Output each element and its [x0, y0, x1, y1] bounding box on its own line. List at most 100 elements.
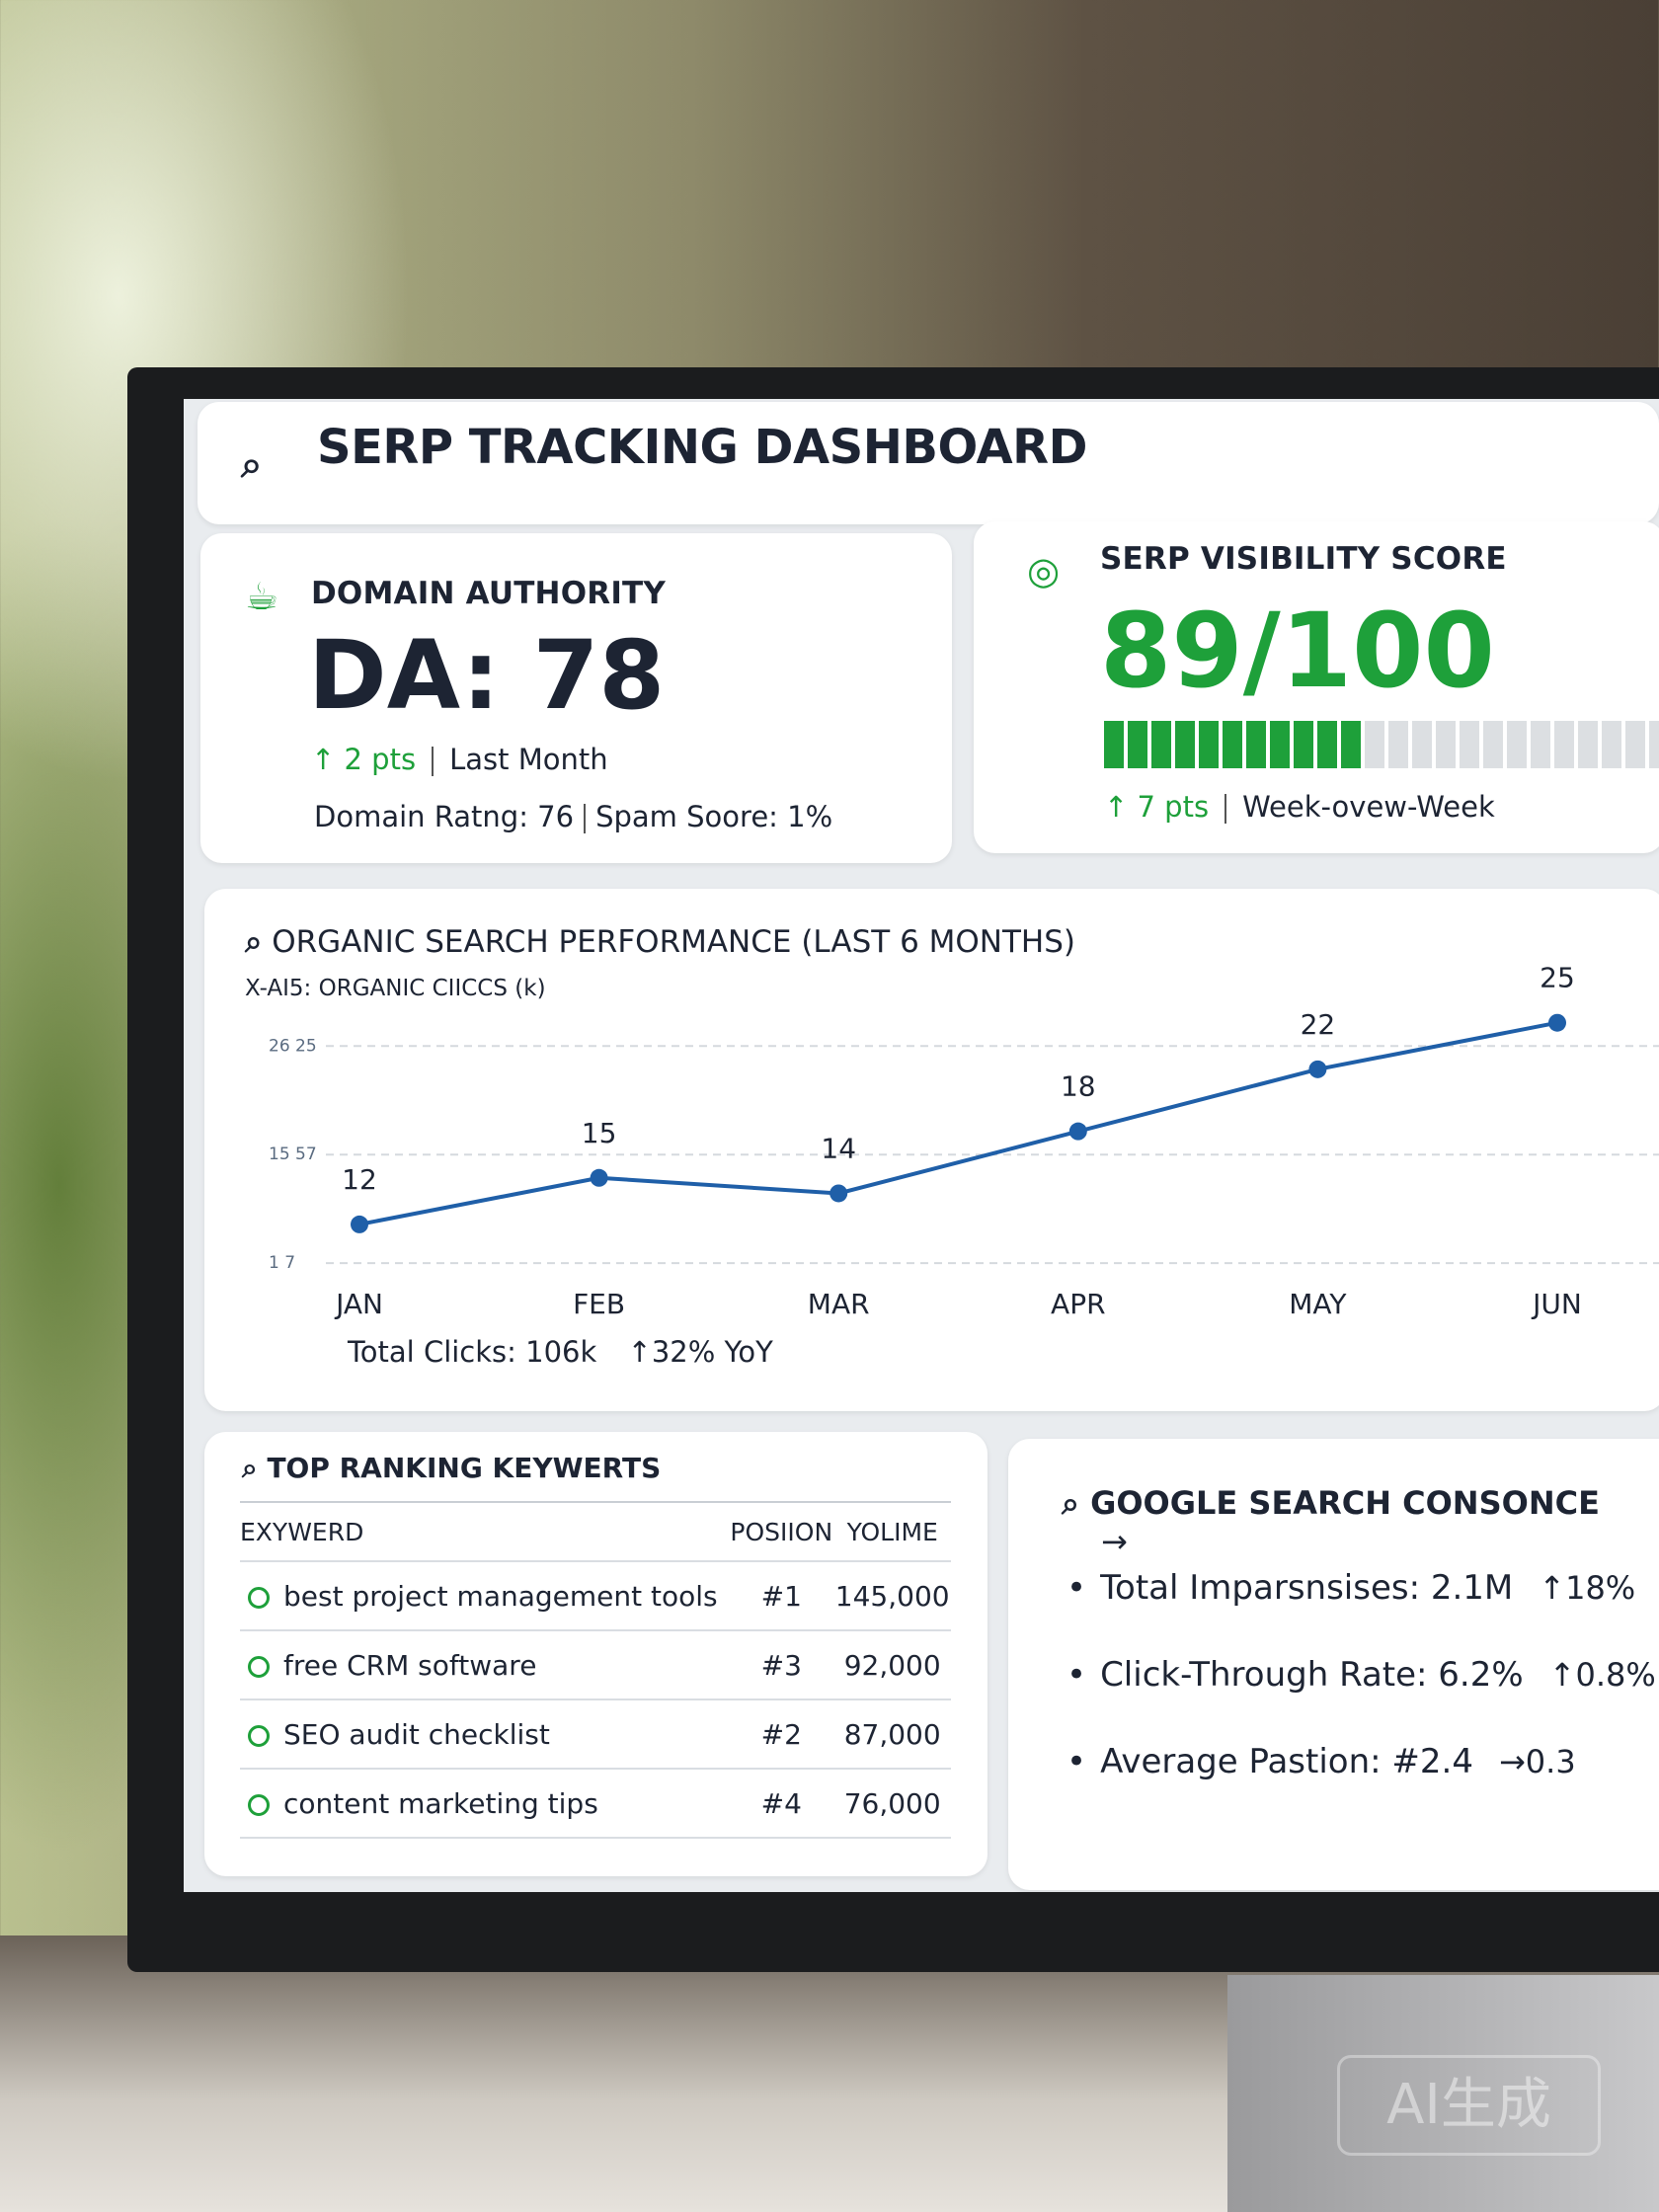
x-tick-label: FEB	[573, 1288, 625, 1320]
header-row: EXYWERD POSIION YOLIME	[240, 1502, 951, 1562]
keywords-table: EXYWERD POSIION YOLIME best project managem…	[240, 1501, 951, 1839]
row-icon	[248, 1724, 270, 1747]
bullet: •	[1066, 1655, 1087, 1695]
keywords-icon: ⌕	[242, 1452, 258, 1484]
x-tick-label: JAN	[334, 1288, 383, 1320]
cell-text: #4	[760, 1786, 802, 1820]
total-clicks: Total Clicks: 106k	[348, 1335, 597, 1369]
data-label: 14	[821, 1132, 856, 1164]
bar-segment	[1365, 721, 1384, 768]
da-rating: Domain Ratng: 76	[314, 800, 575, 833]
y-tick-label: 15 57	[269, 1145, 317, 1164]
console-title: GOOGLE SEARCH CONSONCE	[1090, 1484, 1600, 1522]
cell: content marketing tips	[240, 1769, 730, 1839]
bar-segment	[1507, 721, 1527, 768]
axis-label: X-AI5: ORGANIC CIICCS (k)	[245, 976, 546, 1001]
cell-text: 145,000	[834, 1579, 950, 1613]
bullet: •	[1066, 1568, 1087, 1608]
keyword-row: best project management tools #1 145,000	[240, 1561, 951, 1631]
search-icon: ⌕	[241, 442, 263, 486]
visibility-card	[974, 521, 1659, 853]
da-score: DA: 78	[308, 620, 666, 731]
bar-segment	[1531, 721, 1550, 768]
bullet: •	[1066, 1742, 1087, 1781]
da-change-row: ↑ 2 pts Last Month	[311, 743, 608, 776]
y-tick-label: 1 7	[269, 1253, 295, 1273]
cell: #4	[729, 1769, 834, 1839]
bar-segment	[1246, 721, 1266, 768]
column-header: POSIION	[729, 1502, 834, 1562]
cell: 145,000	[833, 1561, 951, 1631]
metric-change: ↑18%	[1539, 1569, 1636, 1607]
monitor-stand	[1227, 1975, 1659, 2212]
bar-segment	[1460, 721, 1479, 768]
x-tick-label: JUN	[1531, 1288, 1582, 1320]
data-label: 25	[1540, 962, 1575, 994]
column-header: EXYWERD	[240, 1502, 730, 1562]
visibility-bar	[1104, 721, 1659, 770]
bar-segment	[1578, 721, 1598, 768]
separator	[584, 804, 587, 833]
watermark: AI生成	[1337, 2055, 1601, 2156]
metric-label: Click-Through Rate: 6.2%	[1100, 1655, 1524, 1695]
cell: best project management tools	[240, 1561, 730, 1631]
domain-authority-card	[200, 533, 952, 863]
data-label: 12	[342, 1163, 377, 1196]
cell-text: free CRM software	[283, 1648, 537, 1682]
da-details-row: Domain Ratng: 76 Spam Soore: 1%	[314, 800, 832, 833]
bar-segment	[1128, 721, 1147, 768]
visibility-change-row: ↑ 7 pts Week-ovew-Week	[1104, 790, 1495, 824]
da-spam: Spam Soore: 1%	[595, 800, 833, 833]
chart-icon: ⌕	[245, 924, 263, 960]
metric-change: ↑0.8%	[1548, 1656, 1656, 1694]
metric-item: • Average Pastion: #2.4 →0.3	[1066, 1742, 1656, 1829]
data-label: 18	[1061, 1070, 1096, 1103]
keyword-row: free CRM software #3 92,000	[240, 1630, 951, 1700]
data-label: 22	[1301, 1008, 1336, 1041]
bar-segment	[1175, 721, 1195, 768]
console-list: • Total Imparsnsises: 2.1M ↑18% • Click-Thro…	[1066, 1568, 1656, 1829]
cell: free CRM software	[240, 1630, 730, 1700]
y-tick-label: 26 25	[269, 1036, 317, 1056]
da-change: ↑ 2 pts	[311, 743, 417, 776]
x-tick-label: APR	[1051, 1288, 1106, 1320]
chart-title: ORGANIC SEARCH PERFORMANCE (LAST 6 MONTH…	[272, 924, 1076, 960]
keyword-row: SEO audit checklist #2 87,000	[240, 1699, 951, 1770]
point	[1068, 1122, 1087, 1141]
cell: 76,000	[833, 1769, 951, 1839]
row-icon	[248, 1586, 270, 1609]
bar-segment	[1317, 721, 1337, 768]
row-icon	[248, 1793, 270, 1816]
point	[590, 1168, 608, 1187]
visibility-change: ↑ 7 pts	[1104, 790, 1210, 824]
yoy: ↑32% YoY	[627, 1335, 773, 1369]
visibility-title: SERP VISIBILITY SCORE	[1100, 541, 1507, 577]
x-tick-label: MAY	[1289, 1288, 1347, 1320]
visibility-score: 89/100	[1100, 591, 1495, 711]
visibility-icon: ◎	[1027, 549, 1061, 592]
bar-segment	[1649, 721, 1659, 768]
cell: #2	[729, 1699, 834, 1770]
cell-text: 92,000	[843, 1648, 941, 1682]
bar-segment	[1199, 721, 1219, 768]
cell-text: SEO audit checklist	[283, 1717, 550, 1751]
x-tick-label: MAR	[808, 1288, 870, 1320]
console-arrow[interactable]: →	[1101, 1523, 1128, 1560]
da-period: Last Month	[449, 743, 608, 776]
metric-item: • Total Imparsnsises: 2.1M ↑18%	[1066, 1568, 1656, 1655]
cell: 87,000	[833, 1699, 951, 1770]
point	[1308, 1060, 1327, 1078]
console-title-row: ⌕ GOOGLE SEARCH CONSONCE →	[1062, 1484, 1659, 1560]
bar-segment	[1436, 721, 1456, 768]
cell-text: #3	[760, 1648, 802, 1682]
chart-footer: Total Clicks: 106k ↑32% YoY	[348, 1335, 773, 1369]
cell: SEO audit checklist	[240, 1699, 730, 1770]
da-icon: ☕	[245, 575, 279, 618]
separator	[1224, 794, 1227, 824]
keywords-title: TOP RANKING KEYWERTS	[267, 1452, 662, 1484]
cell-text: 76,000	[843, 1786, 941, 1820]
cell-text: #1	[760, 1579, 802, 1613]
search-console-card	[1008, 1439, 1659, 1890]
